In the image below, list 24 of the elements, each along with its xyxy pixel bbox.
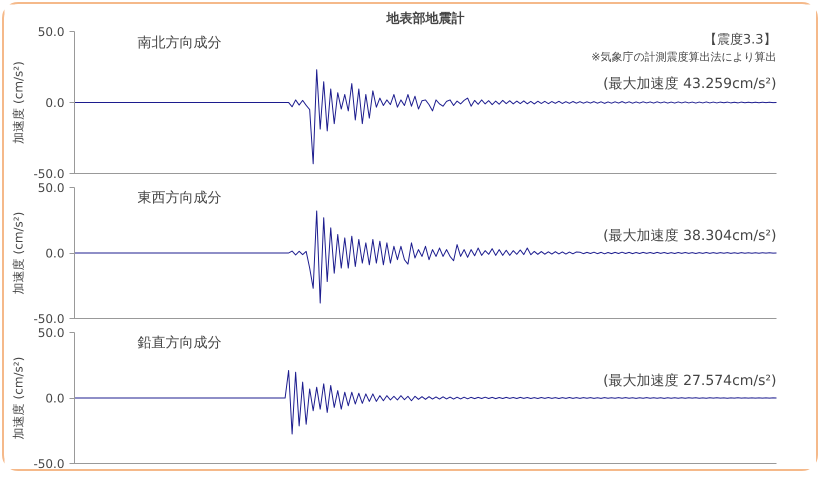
y-axis-title: 加速度 (cm/s²) [11, 356, 26, 440]
y-tick-label: -50.0 [33, 457, 65, 471]
chart-subtitle: 南北方向成分 [138, 34, 222, 51]
y-tick-label: -50.0 [33, 167, 65, 181]
annotation: (最大加速度 38.304cm/s²) [603, 228, 777, 244]
line-series [74, 210, 776, 304]
annotation: 【震度3.3】 [704, 32, 777, 48]
annotation: (最大加速度 43.259cm/s²) [603, 76, 777, 92]
chart-subtitle: 鉛直方向成分 [138, 334, 222, 351]
y-tick-label: 0.0 [45, 96, 65, 110]
chart-subtitle: 東西方向成分 [138, 190, 222, 206]
chart-title: 地表部地震計 [386, 10, 464, 26]
annotation: (最大加速度 27.574cm/s²) [603, 372, 777, 389]
line-series [74, 69, 776, 164]
y-axis-title: 加速度 (cm/s²) [11, 212, 26, 294]
y-tick-label: 50.0 [38, 25, 64, 39]
line-series [74, 370, 776, 435]
y-tick-label: 50.0 [38, 181, 64, 195]
y-tick-label: 0.0 [45, 392, 65, 406]
y-tick-label: 0.0 [45, 246, 65, 260]
y-tick-label: -50.0 [33, 312, 65, 326]
y-tick-label: 50.0 [38, 326, 64, 340]
annotation: ※気象庁の計測震度算出法により算出 [591, 50, 776, 64]
y-axis-title: 加速度 (cm/s²) [11, 61, 26, 144]
